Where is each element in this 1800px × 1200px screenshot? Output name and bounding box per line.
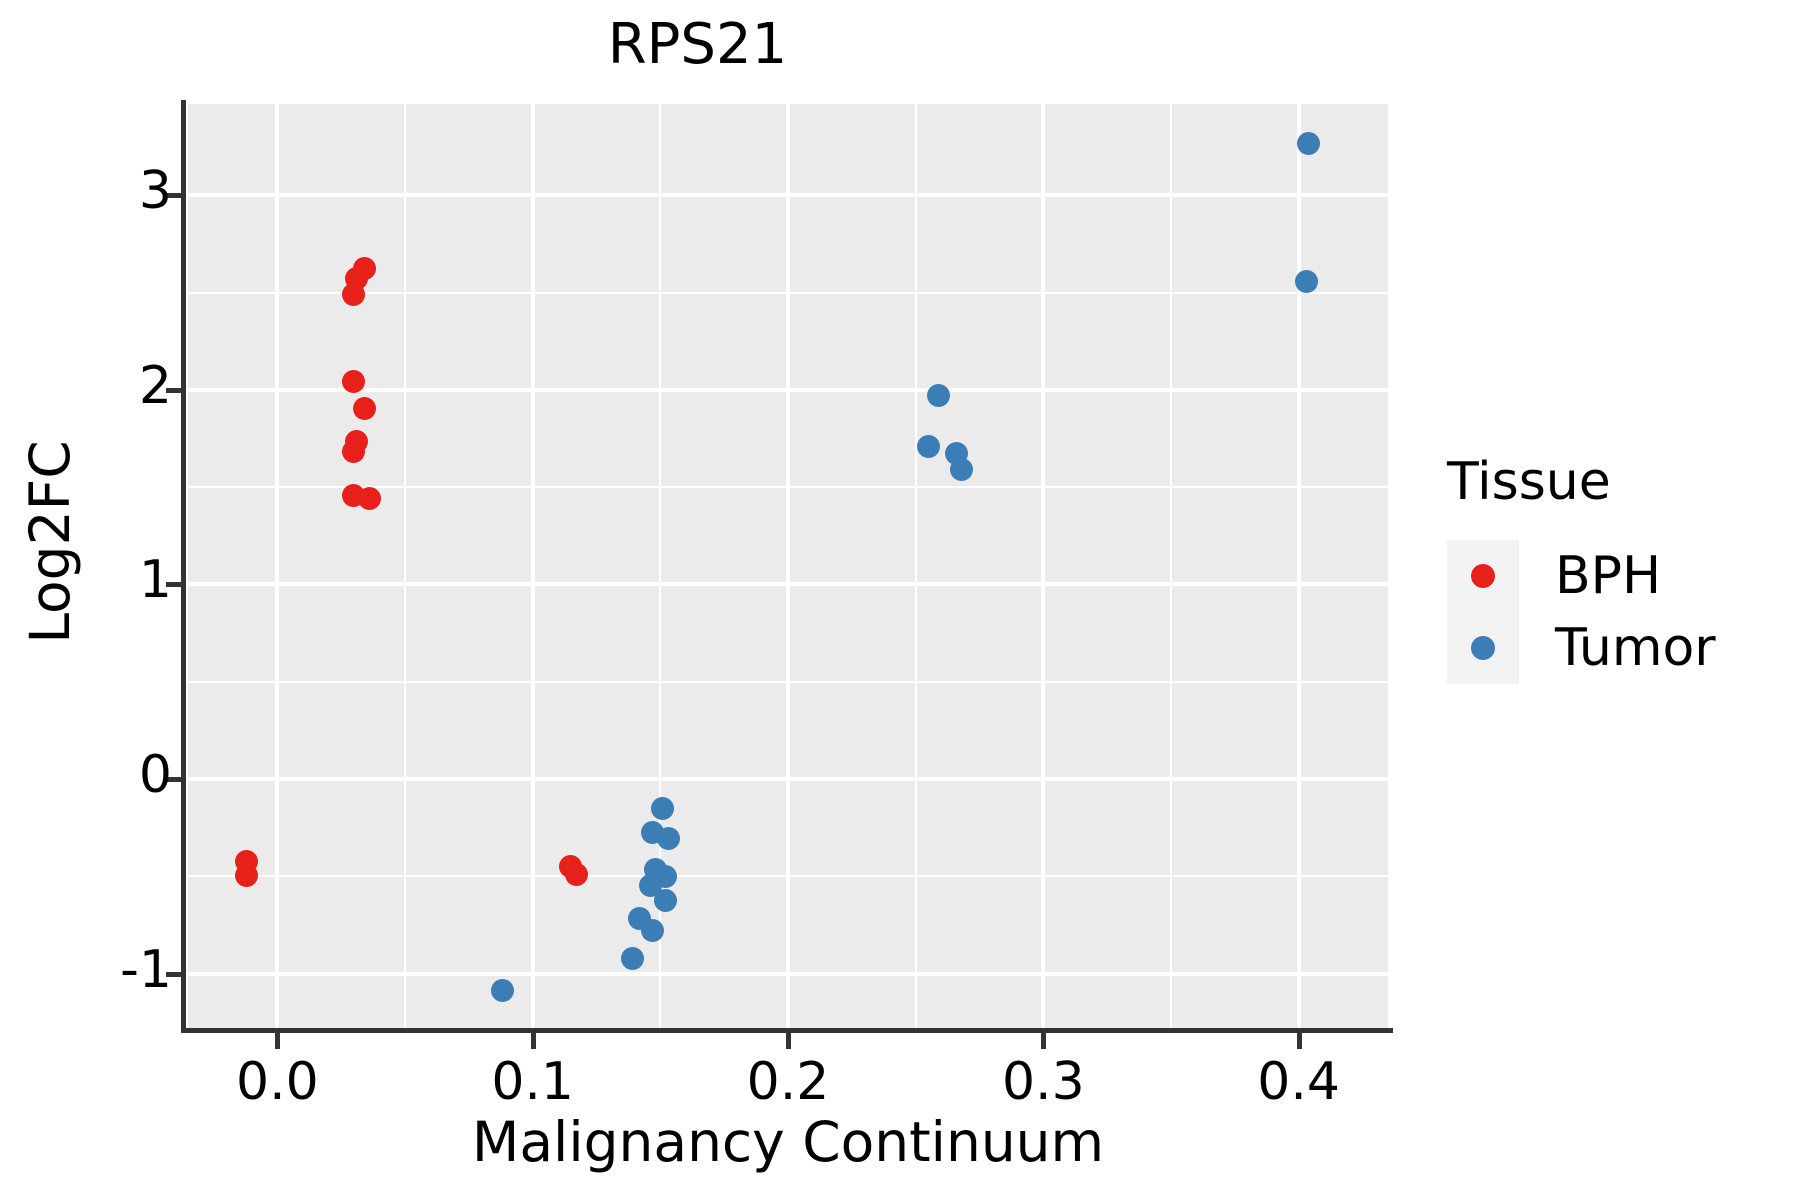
scatter-point-bph (342, 369, 366, 393)
scatter-point-bph (357, 487, 381, 511)
x-axis-tick (1041, 1033, 1047, 1049)
scatter-point-tumor (638, 873, 662, 897)
x-axis-tick-label: 0.3 (1001, 1052, 1085, 1112)
x-axis-tick-label: 0.1 (491, 1052, 575, 1112)
y-axis-tick (166, 777, 182, 782)
x-axis-tick-label: 0.2 (746, 1052, 830, 1112)
plot-panel-wrapper (188, 97, 1388, 1028)
gridline-x-minor (404, 104, 407, 1028)
gridline-x-major (530, 104, 535, 1028)
y-axis-tick (166, 387, 182, 393)
scatter-point-tumor (620, 947, 644, 971)
x-axis-tick (275, 1033, 281, 1049)
legend-entries: BPH Tumor (1447, 540, 1716, 684)
y-axis-tick-label: 0 (138, 745, 172, 805)
y-axis-title: Log2FC (18, 440, 82, 644)
scatter-point-tumor (641, 919, 665, 943)
legend-item-label: BPH (1555, 546, 1662, 606)
gridline-y-minor (188, 97, 1388, 100)
scatter-point-tumor (1297, 132, 1321, 156)
legend: Tissue BPH Tumor (1447, 452, 1716, 684)
gridline-x-major (275, 104, 280, 1028)
scatter-point-tumor (1294, 270, 1318, 294)
x-axis-tick-label: 0.0 (236, 1052, 319, 1112)
scatter-points-layer (188, 104, 1388, 1028)
legend-dot-icon (1471, 636, 1495, 660)
legend-item-bph[interactable]: BPH (1447, 540, 1716, 612)
x-axis-line (181, 1028, 1393, 1033)
scatter-point-tumor (490, 978, 514, 1002)
gridline-x-major (1041, 104, 1046, 1028)
y-axis-tick (166, 971, 182, 977)
gridline-x-major (786, 104, 790, 1028)
legend-key-swatch (1447, 612, 1519, 684)
scatter-point-bph (352, 396, 376, 420)
y-axis-line (181, 100, 186, 1032)
scatter-point-tumor (916, 434, 940, 458)
legend-item-tumor[interactable]: Tumor (1447, 612, 1716, 684)
x-axis-tick (786, 1033, 791, 1049)
x-axis-tick-label: 0.4 (1257, 1052, 1340, 1112)
y-axis-tick-label: 2 (138, 355, 172, 416)
y-axis-tick-label: 3 (138, 161, 172, 222)
legend-item-label: Tumor (1555, 618, 1716, 678)
scatter-point-bph (564, 862, 588, 886)
y-axis-tick (166, 193, 182, 199)
scatter-point-tumor (653, 889, 677, 913)
page-title: RPS21 (607, 12, 788, 77)
y-axis-tick (166, 582, 182, 588)
gridline-x-minor (914, 104, 917, 1028)
gridline-x-minor (1169, 104, 1172, 1028)
legend-dot-icon (1471, 564, 1495, 588)
legend-title: Tissue (1447, 452, 1611, 512)
scatter-point-bph (235, 863, 259, 887)
legend-key-swatch (1447, 540, 1519, 612)
gridline-x-major (1296, 104, 1301, 1028)
x-axis-tick (1296, 1033, 1302, 1049)
scatter-point-tumor (927, 384, 951, 408)
y-axis-tick-label: 1 (138, 550, 172, 611)
x-axis-tick (530, 1033, 536, 1049)
scatter-point-bph (342, 283, 366, 307)
y-axis-tick-label: -1 (120, 939, 172, 1000)
scatter-point-tumor (656, 826, 680, 850)
x-axis-title: Malignancy Continuum (471, 1110, 1105, 1174)
scatter-point-tumor (651, 796, 675, 820)
scatter-point-bph (342, 439, 366, 463)
scatter-point-tumor (950, 458, 974, 482)
gridline-x-minor (659, 104, 662, 1028)
